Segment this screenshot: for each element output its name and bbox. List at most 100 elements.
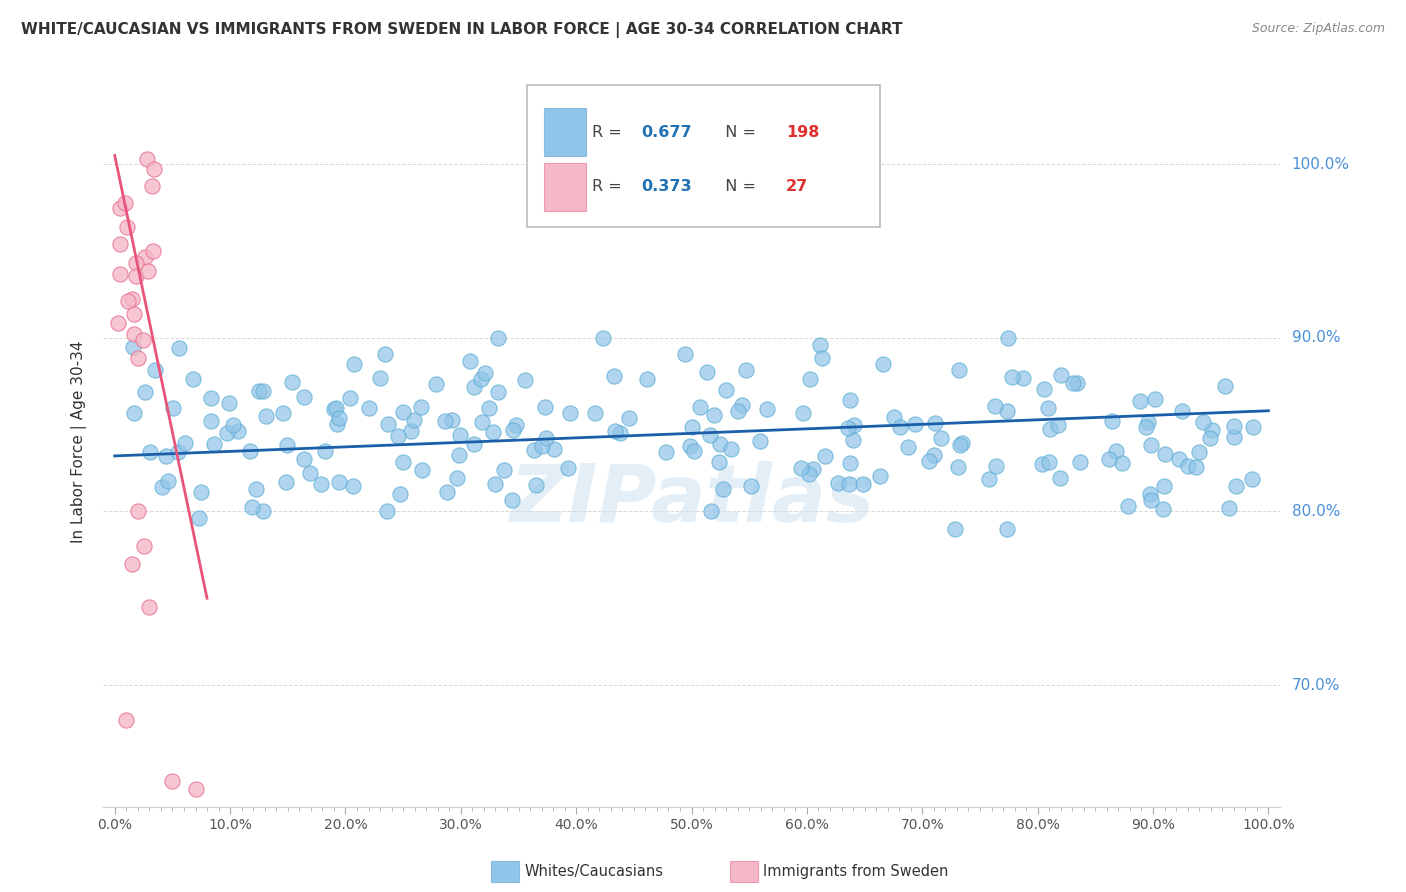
Text: R =: R = [592, 179, 627, 194]
Point [844, 418, 866, 433]
Point [950, 436, 973, 450]
Point [387, 429, 409, 443]
Point [484, 477, 506, 491]
Point [1177, 458, 1199, 473]
Point [108, 267, 131, 281]
Point [984, 399, 1007, 413]
Point [714, 384, 737, 398]
Point [530, 439, 553, 453]
Point [808, 338, 831, 352]
Point [1152, 502, 1174, 516]
Point [342, 479, 364, 493]
Point [557, 460, 579, 475]
Point [617, 411, 640, 425]
Point [141, 179, 163, 194]
Point [162, 773, 184, 788]
Point [107, 316, 129, 330]
Point [240, 500, 263, 514]
Point [125, 256, 148, 270]
Point [801, 462, 824, 476]
Point [187, 510, 209, 524]
Point [1153, 447, 1175, 461]
Point [399, 425, 422, 439]
Point [200, 391, 222, 405]
Point [948, 438, 970, 452]
Point [533, 401, 555, 415]
Point [357, 401, 380, 416]
Point [181, 372, 204, 386]
Point [323, 401, 346, 416]
Y-axis label: In Labor Force | Age 30-34: In Labor Force | Age 30-34 [72, 341, 87, 543]
Point [226, 424, 249, 438]
Point [425, 376, 447, 391]
Point [440, 413, 463, 427]
Point [377, 417, 399, 431]
Point [486, 331, 509, 345]
Point [709, 437, 731, 451]
Point [790, 461, 813, 475]
Text: 70.0%: 70.0% [1292, 678, 1340, 692]
Point [1153, 478, 1175, 492]
Point [494, 463, 516, 477]
Point [837, 420, 859, 434]
Point [699, 427, 721, 442]
Point [143, 161, 166, 176]
Point [696, 366, 718, 380]
Point [108, 237, 131, 252]
Point [218, 395, 240, 409]
Point [1168, 452, 1191, 467]
Point [505, 418, 527, 433]
Text: WHITE/CAUCASIAN VS IMMIGRANTS FROM SWEDEN IN LABOR FORCE | AGE 30-34 CORRELATION: WHITE/CAUCASIAN VS IMMIGRANTS FROM SWEDE… [21, 22, 903, 38]
Point [143, 363, 166, 377]
FancyBboxPatch shape [544, 109, 586, 156]
Point [108, 201, 131, 215]
Point [299, 467, 322, 481]
Point [115, 713, 138, 727]
Point [478, 401, 501, 415]
Point [502, 423, 524, 437]
Text: 100.0%: 100.0% [1292, 157, 1350, 172]
Point [636, 372, 658, 386]
Point [609, 426, 631, 441]
Point [918, 454, 941, 468]
Point [1104, 444, 1126, 458]
Point [838, 456, 860, 470]
Text: N =: N = [716, 179, 761, 194]
Point [720, 442, 742, 456]
Text: 198: 198 [786, 125, 820, 140]
Point [458, 354, 481, 368]
Point [1215, 378, 1237, 392]
Point [524, 478, 547, 492]
Point [838, 477, 860, 491]
Point [1241, 420, 1264, 434]
Point [1225, 479, 1247, 493]
Point [707, 455, 730, 469]
Point [1171, 403, 1194, 417]
Point [436, 484, 458, 499]
Point [1185, 460, 1208, 475]
Point [543, 442, 565, 456]
Point [700, 504, 723, 518]
Point [1046, 417, 1069, 432]
Point [481, 425, 503, 439]
Point [1199, 431, 1222, 445]
Point [945, 522, 967, 536]
Point [814, 450, 837, 464]
FancyBboxPatch shape [544, 163, 586, 211]
Point [136, 263, 159, 277]
Point [117, 293, 139, 308]
Point [252, 504, 274, 518]
Point [852, 477, 875, 491]
Point [948, 363, 970, 377]
Point [162, 401, 184, 415]
Point [811, 351, 834, 366]
Point [727, 404, 749, 418]
Text: Immigrants from Sweden: Immigrants from Sweden [763, 864, 949, 879]
Point [391, 455, 413, 469]
Point [134, 384, 156, 399]
Point [325, 401, 347, 416]
Point [1031, 457, 1053, 471]
Point [1111, 456, 1133, 470]
Point [1137, 415, 1160, 429]
Point [523, 443, 546, 458]
